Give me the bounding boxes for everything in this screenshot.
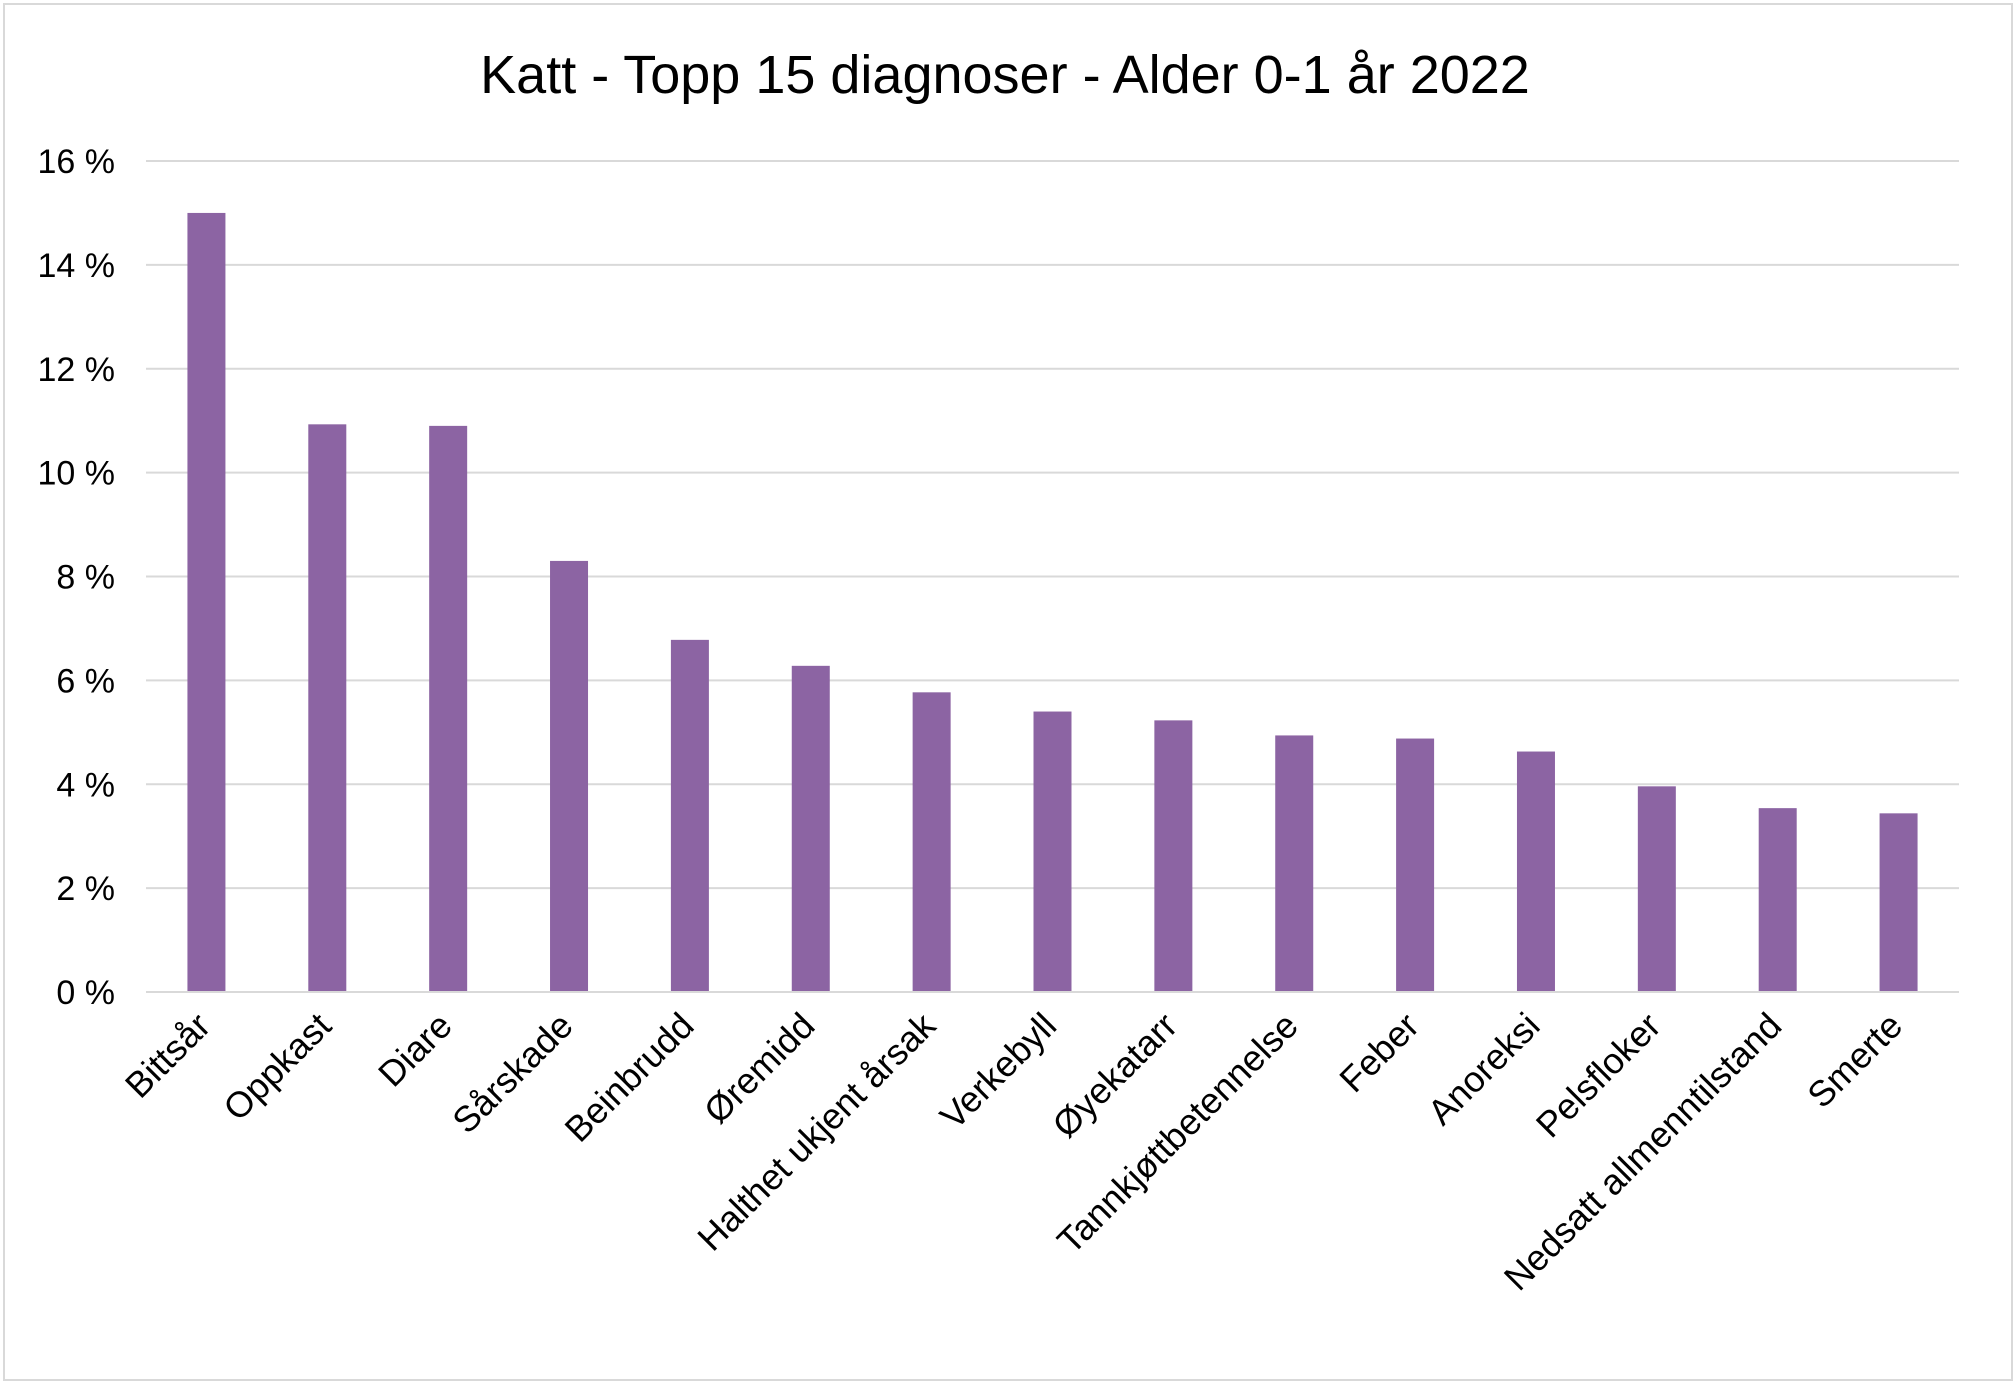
x-tick-label: Bittsår bbox=[117, 1005, 218, 1106]
y-tick-label: 8 % bbox=[56, 559, 115, 597]
y-tick-label: 0 % bbox=[56, 974, 115, 1012]
bar bbox=[1637, 786, 1676, 992]
x-tick-label: Oppkast bbox=[215, 1005, 339, 1129]
y-tick-label: 10 % bbox=[38, 455, 116, 493]
bar bbox=[1033, 711, 1072, 992]
bar-chart: Katt - Topp 15 diagnoser - Alder 0-1 år … bbox=[38, 45, 1959, 1298]
y-tick-label: 4 % bbox=[56, 766, 115, 804]
x-tick-label: Halthet ukjent årsak bbox=[689, 1004, 944, 1259]
y-tick-label: 6 % bbox=[56, 662, 115, 700]
x-tick-label: Anoreksi bbox=[1420, 1005, 1548, 1133]
bar bbox=[670, 639, 709, 992]
bar bbox=[1154, 720, 1193, 992]
y-axis-tick-labels: 0 % 2 % 4 % 6 % 8 % 10 % 12 % 14 % 16 % bbox=[38, 143, 116, 1012]
bar bbox=[1396, 738, 1435, 992]
bar bbox=[308, 424, 347, 992]
x-tick-label: Øremidd bbox=[696, 1005, 823, 1132]
bar bbox=[912, 692, 951, 992]
chart-frame: Katt - Topp 15 diagnoser - Alder 0-1 år … bbox=[3, 3, 2013, 1381]
y-tick-label: 14 % bbox=[38, 247, 116, 285]
bar bbox=[791, 665, 830, 992]
bar bbox=[1879, 813, 1918, 992]
y-tick-label: 12 % bbox=[38, 351, 116, 389]
bar bbox=[187, 212, 226, 992]
x-tick-label: Feber bbox=[1331, 1005, 1426, 1100]
x-tick-label: Smerte bbox=[1799, 1005, 1910, 1116]
y-tick-label: 16 % bbox=[38, 143, 116, 181]
bars bbox=[187, 212, 1918, 993]
chart-title: Katt - Topp 15 diagnoser - Alder 0-1 år … bbox=[480, 45, 1530, 105]
bar bbox=[1275, 735, 1314, 992]
x-tick-label: Diare bbox=[370, 1005, 460, 1095]
y-tick-label: 2 % bbox=[56, 870, 115, 908]
bar bbox=[550, 560, 589, 992]
bar bbox=[1516, 751, 1555, 992]
x-tick-label: Beinbrudd bbox=[557, 1005, 702, 1150]
x-tick-label: Tannkjøttbetennelse bbox=[1049, 1005, 1306, 1262]
bar bbox=[1758, 808, 1797, 992]
bar bbox=[429, 425, 468, 993]
